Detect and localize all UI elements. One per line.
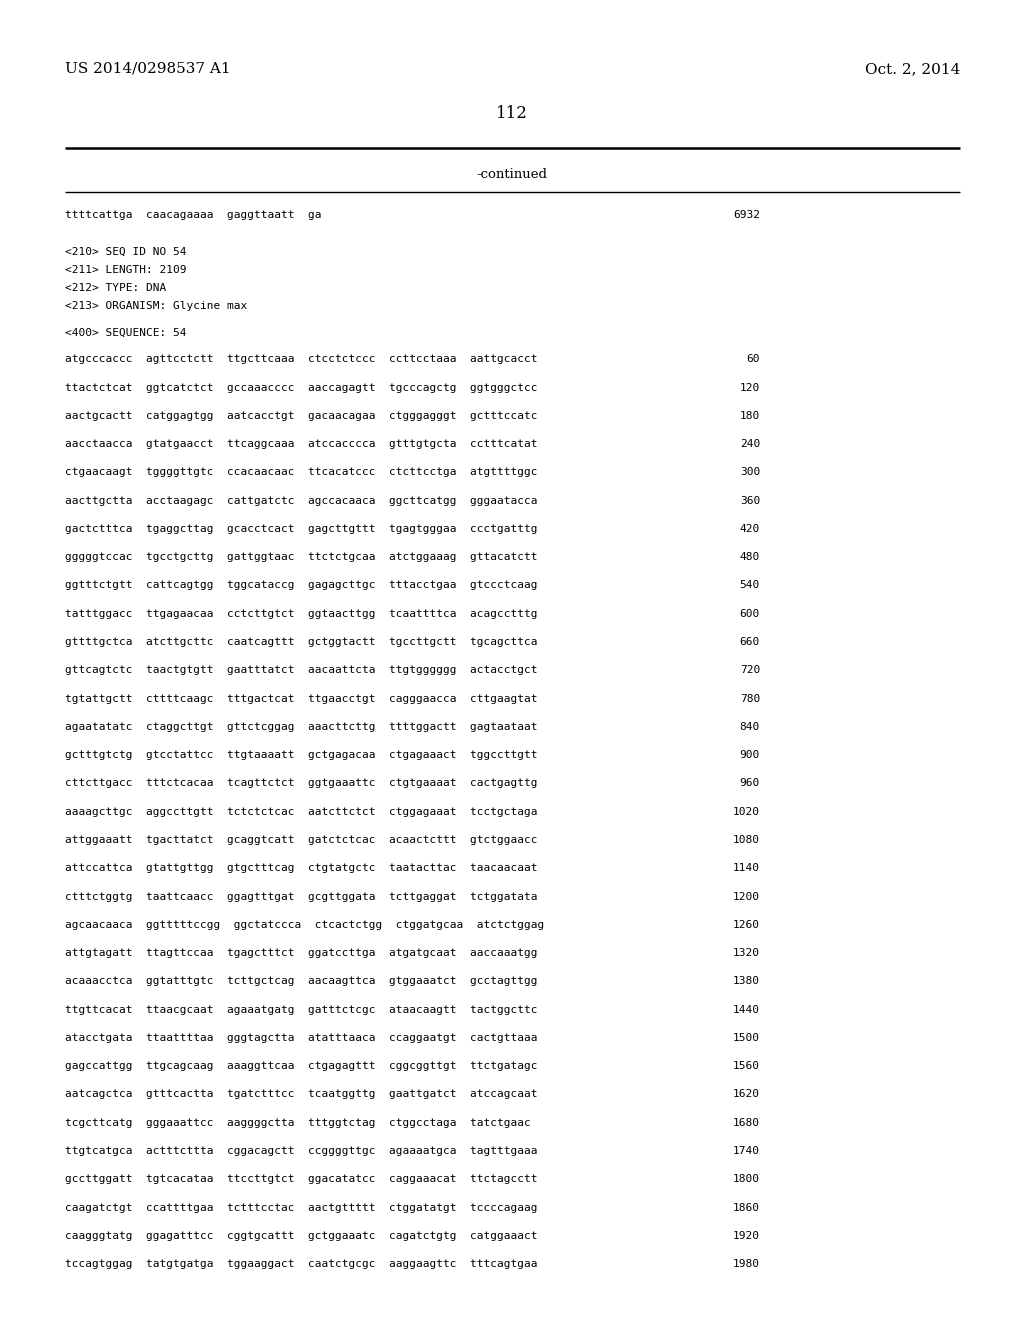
Text: 840: 840 [739, 722, 760, 731]
Text: attgtagatt  ttagttccaa  tgagctttct  ggatccttga  atgatgcaat  aaccaaatgg: attgtagatt ttagttccaa tgagctttct ggatcct… [65, 948, 538, 958]
Text: attccattca  gtattgttgg  gtgctttcag  ctgtatgctc  taatacttac  taacaacaat: attccattca gtattgttgg gtgctttcag ctgtatg… [65, 863, 538, 874]
Text: 1260: 1260 [733, 920, 760, 929]
Text: acaaacctca  ggtatttgtc  tcttgctcag  aacaagttca  gtggaaatct  gcctagttgg: acaaacctca ggtatttgtc tcttgctcag aacaagt… [65, 977, 538, 986]
Text: 1080: 1080 [733, 836, 760, 845]
Text: aactgcactt  catggagtgg  aatcacctgt  gacaacagaa  ctgggagggt  gctttccatc: aactgcactt catggagtgg aatcacctgt gacaaca… [65, 411, 538, 421]
Text: 480: 480 [739, 552, 760, 562]
Text: gggggtccac  tgcctgcttg  gattggtaac  ttctctgcaa  atctggaaag  gttacatctt: gggggtccac tgcctgcttg gattggtaac ttctctg… [65, 552, 538, 562]
Text: 60: 60 [746, 354, 760, 364]
Text: 1620: 1620 [733, 1089, 760, 1100]
Text: 1140: 1140 [733, 863, 760, 874]
Text: 120: 120 [739, 383, 760, 392]
Text: tccagtggag  tatgtgatga  tggaaggact  caatctgcgc  aaggaagttc  tttcagtgaa: tccagtggag tatgtgatga tggaaggact caatctg… [65, 1259, 538, 1269]
Text: 780: 780 [739, 693, 760, 704]
Text: 1200: 1200 [733, 891, 760, 902]
Text: 1380: 1380 [733, 977, 760, 986]
Text: agaatatatc  ctaggcttgt  gttctcggag  aaacttcttg  ttttggactt  gagtaataat: agaatatatc ctaggcttgt gttctcggag aaacttc… [65, 722, 538, 731]
Text: <213> ORGANISM: Glycine max: <213> ORGANISM: Glycine max [65, 301, 247, 312]
Text: tgtattgctt  cttttcaagc  tttgactcat  ttgaacctgt  cagggaacca  cttgaagtat: tgtattgctt cttttcaagc tttgactcat ttgaacc… [65, 693, 538, 704]
Text: 960: 960 [739, 779, 760, 788]
Text: -continued: -continued [476, 168, 548, 181]
Text: 900: 900 [739, 750, 760, 760]
Text: gccttggatt  tgtcacataa  ttccttgtct  ggacatatcc  caggaaacat  ttctagcctt: gccttggatt tgtcacataa ttccttgtct ggacata… [65, 1175, 538, 1184]
Text: 720: 720 [739, 665, 760, 676]
Text: Oct. 2, 2014: Oct. 2, 2014 [864, 62, 961, 77]
Text: gttttgctca  atcttgcttc  caatcagttt  gctggtactt  tgccttgctt  tgcagcttca: gttttgctca atcttgcttc caatcagttt gctggta… [65, 638, 538, 647]
Text: cttcttgacc  tttctcacaa  tcagttctct  ggtgaaattc  ctgtgaaaat  cactgagttg: cttcttgacc tttctcacaa tcagttctct ggtgaaa… [65, 779, 538, 788]
Text: 6932: 6932 [733, 210, 760, 220]
Text: 1920: 1920 [733, 1230, 760, 1241]
Text: attggaaatt  tgacttatct  gcaggtcatt  gatctctcac  acaactcttt  gtctggaacc: attggaaatt tgacttatct gcaggtcatt gatctct… [65, 836, 538, 845]
Text: ttactctcat  ggtcatctct  gccaaacccc  aaccagagtt  tgcccagctg  ggtgggctcc: ttactctcat ggtcatctct gccaaacccc aaccaga… [65, 383, 538, 392]
Text: gctttgtctg  gtcctattcc  ttgtaaaatt  gctgagacaa  ctgagaaact  tggccttgtt: gctttgtctg gtcctattcc ttgtaaaatt gctgaga… [65, 750, 538, 760]
Text: 540: 540 [739, 581, 760, 590]
Text: tcgcttcatg  gggaaattcc  aaggggctta  tttggtctag  ctggcctaga  tatctgaac: tcgcttcatg gggaaattcc aaggggctta tttggtc… [65, 1118, 530, 1127]
Text: gagccattgg  ttgcagcaag  aaaggttcaa  ctgagagttt  cggcggttgt  ttctgatagc: gagccattgg ttgcagcaag aaaggttcaa ctgagag… [65, 1061, 538, 1071]
Text: ctttctggtg  taattcaacc  ggagtttgat  gcgttggata  tcttgaggat  tctggatata: ctttctggtg taattcaacc ggagtttgat gcgttgg… [65, 891, 538, 902]
Text: caagatctgt  ccattttgaa  tctttcctac  aactgttttt  ctggatatgt  tccccagaag: caagatctgt ccattttgaa tctttcctac aactgtt… [65, 1203, 538, 1213]
Text: aatcagctca  gtttcactta  tgatctttcc  tcaatggttg  gaattgatct  atccagcaat: aatcagctca gtttcactta tgatctttcc tcaatgg… [65, 1089, 538, 1100]
Text: gactctttca  tgaggcttag  gcacctcact  gagcttgttt  tgagtgggaa  ccctgatttg: gactctttca tgaggcttag gcacctcact gagcttg… [65, 524, 538, 535]
Text: ctgaacaagt  tggggttgtc  ccacaacaac  ttcacatccc  ctcttcctga  atgttttggc: ctgaacaagt tggggttgtc ccacaacaac ttcacat… [65, 467, 538, 478]
Text: aaaagcttgc  aggccttgtt  tctctctcac  aatcttctct  ctggagaaat  tcctgctaga: aaaagcttgc aggccttgtt tctctctcac aatcttc… [65, 807, 538, 817]
Text: 1440: 1440 [733, 1005, 760, 1015]
Text: atacctgata  ttaattttaa  gggtagctta  atatttaaca  ccaggaatgt  cactgttaaa: atacctgata ttaattttaa gggtagctta atattta… [65, 1032, 538, 1043]
Text: 1560: 1560 [733, 1061, 760, 1071]
Text: 1740: 1740 [733, 1146, 760, 1156]
Text: 1860: 1860 [733, 1203, 760, 1213]
Text: <400> SEQUENCE: 54: <400> SEQUENCE: 54 [65, 327, 186, 338]
Text: gttcagtctc  taactgtgtt  gaatttatct  aacaattcta  ttgtgggggg  actacctgct: gttcagtctc taactgtgtt gaatttatct aacaatt… [65, 665, 538, 676]
Text: 600: 600 [739, 609, 760, 619]
Text: caagggtatg  ggagatttcc  cggtgcattt  gctggaaatc  cagatctgtg  catggaaact: caagggtatg ggagatttcc cggtgcattt gctggaa… [65, 1230, 538, 1241]
Text: <211> LENGTH: 2109: <211> LENGTH: 2109 [65, 265, 186, 275]
Text: ttttcattga  caacagaaaa  gaggttaatt  ga: ttttcattga caacagaaaa gaggttaatt ga [65, 210, 322, 220]
Text: ttgtcatgca  actttcttta  cggacagctt  ccggggttgc  agaaaatgca  tagtttgaaa: ttgtcatgca actttcttta cggacagctt ccggggt… [65, 1146, 538, 1156]
Text: 1680: 1680 [733, 1118, 760, 1127]
Text: 1500: 1500 [733, 1032, 760, 1043]
Text: 1980: 1980 [733, 1259, 760, 1269]
Text: aacctaacca  gtatgaacct  ttcaggcaaa  atccacccca  gtttgtgcta  cctttcatat: aacctaacca gtatgaacct ttcaggcaaa atccacc… [65, 440, 538, 449]
Text: atgcccaccc  agttcctctt  ttgcttcaaa  ctcctctccc  ccttcctaaa  aattgcacct: atgcccaccc agttcctctt ttgcttcaaa ctcctct… [65, 354, 538, 364]
Text: <210> SEQ ID NO 54: <210> SEQ ID NO 54 [65, 247, 186, 257]
Text: 300: 300 [739, 467, 760, 478]
Text: ttgttcacat  ttaacgcaat  agaaatgatg  gatttctcgc  ataacaagtt  tactggcttc: ttgttcacat ttaacgcaat agaaatgatg gatttct… [65, 1005, 538, 1015]
Text: 1020: 1020 [733, 807, 760, 817]
Text: 1320: 1320 [733, 948, 760, 958]
Text: 240: 240 [739, 440, 760, 449]
Text: 360: 360 [739, 496, 760, 506]
Text: 180: 180 [739, 411, 760, 421]
Text: aacttgctta  acctaagagc  cattgatctc  agccacaaca  ggcttcatgg  gggaatacca: aacttgctta acctaagagc cattgatctc agccaca… [65, 496, 538, 506]
Text: agcaacaaca  ggtttttccgg  ggctatccca  ctcactctgg  ctggatgcaa  atctctggag: agcaacaaca ggtttttccgg ggctatccca ctcact… [65, 920, 544, 929]
Text: US 2014/0298537 A1: US 2014/0298537 A1 [65, 62, 230, 77]
Text: tatttggacc  ttgagaacaa  cctcttgtct  ggtaacttgg  tcaattttca  acagcctttg: tatttggacc ttgagaacaa cctcttgtct ggtaact… [65, 609, 538, 619]
Text: 1800: 1800 [733, 1175, 760, 1184]
Text: 112: 112 [496, 106, 528, 121]
Text: 420: 420 [739, 524, 760, 535]
Text: 660: 660 [739, 638, 760, 647]
Text: ggtttctgtt  cattcagtgg  tggcataccg  gagagcttgc  tttacctgaa  gtccctcaag: ggtttctgtt cattcagtgg tggcataccg gagagct… [65, 581, 538, 590]
Text: <212> TYPE: DNA: <212> TYPE: DNA [65, 282, 166, 293]
